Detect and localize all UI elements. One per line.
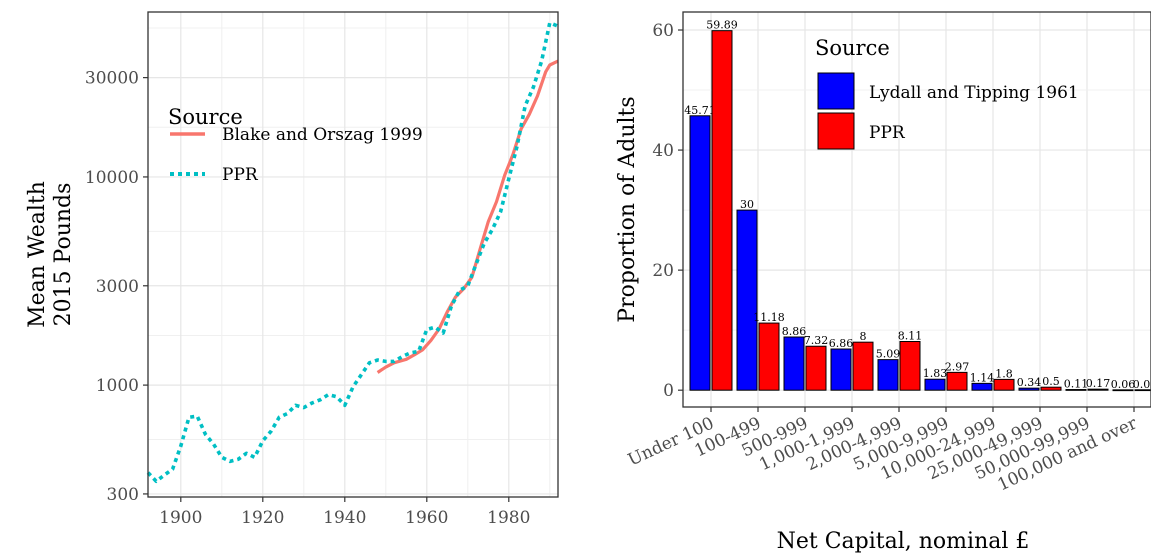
- left-grid: [148, 12, 558, 497]
- y-tick-label: 30000: [85, 69, 139, 89]
- bar-value-label: 0.06: [1111, 378, 1136, 391]
- bar-value-label: 1.83: [923, 367, 948, 380]
- left-panel: 1900 1920 1940 1960 1980 300 1000 3000 10000 3000…: [25, 11, 559, 528]
- legend-title: Source: [168, 105, 243, 129]
- bar: [1087, 388, 1109, 391]
- bar: [971, 382, 993, 391]
- bar: [1065, 389, 1087, 391]
- x-tick-label: 1980: [487, 508, 530, 528]
- x-tick-label: 1900: [159, 508, 202, 528]
- x-tick-label: 1920: [241, 508, 284, 528]
- x-tick-label: 1960: [405, 508, 448, 528]
- bar-value-label: 0.5: [1042, 375, 1060, 388]
- bar: [877, 359, 899, 391]
- legend-label: PPR: [869, 123, 906, 143]
- bar-value-label: 5.09: [876, 348, 901, 361]
- left-y-axis-title: Mean Wealth 2015 Pounds: [25, 181, 76, 328]
- right-panel-border: [682, 11, 1151, 408]
- bar-value-label: 8: [860, 330, 867, 343]
- bar-value-label: 59.89: [706, 19, 738, 32]
- y-tick-label: 10000: [85, 168, 139, 188]
- bar-value-label: 45.71: [684, 104, 716, 117]
- y-tick-label: 0: [663, 381, 674, 401]
- y-axis-title-line-1: Mean Wealth: [25, 181, 50, 328]
- bar-value-label: 0.11: [1064, 378, 1089, 391]
- bar: [689, 115, 711, 391]
- legend-label: Blake and Orszag 1999: [222, 125, 423, 145]
- bar: [736, 209, 758, 391]
- bar: [899, 341, 921, 391]
- bar-value-label: 1.14: [970, 371, 995, 384]
- bar-value-label: 1.8: [995, 367, 1013, 380]
- y-tick-label: 20: [652, 261, 674, 281]
- bar-value-label: 7.32: [804, 334, 829, 347]
- bar: [758, 322, 780, 391]
- right-grid: [683, 12, 1151, 407]
- right-panel: 45.71 30 8.86 6.86 5.09 1.83 1.14 0.34 0.11 0.06 5…: [615, 11, 1151, 554]
- bar-value-label: 8.86: [782, 325, 807, 338]
- bar: [852, 341, 874, 391]
- left-panel-border: [147, 11, 559, 498]
- y-axis-title: Proportion of Adults: [615, 96, 640, 322]
- bar-value-label: 0.34: [1017, 376, 1042, 389]
- x-axis-title: Net Capital, nominal £: [777, 529, 1030, 554]
- bar-value-label: 6.86: [829, 337, 854, 350]
- legend-label: PPR: [222, 165, 259, 185]
- bar: [711, 30, 733, 391]
- y-tick-label: 60: [652, 21, 674, 41]
- legend-title: Source: [815, 36, 890, 60]
- bar: [1134, 389, 1151, 392]
- bar-value-label: 8.11: [898, 330, 923, 343]
- y-tick-label: 40: [652, 141, 674, 161]
- bar: [993, 378, 1015, 391]
- bar: [946, 371, 968, 391]
- legend-label: Lydall and Tipping 1961: [869, 83, 1079, 103]
- bar: [1018, 387, 1040, 391]
- bar-value-label: 0.17: [1086, 377, 1111, 390]
- series-line-ppr: [146, 21, 559, 484]
- y-tick-label: 3000: [96, 277, 139, 297]
- right-legend: Source Lydall and Tipping 1961 PPR: [815, 36, 1079, 150]
- bar: [1112, 389, 1134, 392]
- bar: [1040, 386, 1062, 391]
- bar: [830, 348, 852, 391]
- bar-value-label: 30: [740, 198, 754, 211]
- bar: [924, 378, 946, 391]
- y-tick-label: 300: [107, 485, 139, 505]
- x-tick-label: 1940: [323, 508, 366, 528]
- bar-value-label: 11.18: [753, 311, 785, 324]
- bar-value-label: 2.97: [945, 360, 970, 373]
- legend-key: [817, 112, 855, 150]
- y-axis-title-line-2: 2015 Pounds: [51, 183, 76, 327]
- bar: [783, 336, 805, 391]
- y-tick-label: 1000: [96, 376, 139, 396]
- bar-value-label: 0.07: [1133, 378, 1151, 391]
- legend-key: [817, 72, 855, 110]
- bar: [805, 345, 827, 391]
